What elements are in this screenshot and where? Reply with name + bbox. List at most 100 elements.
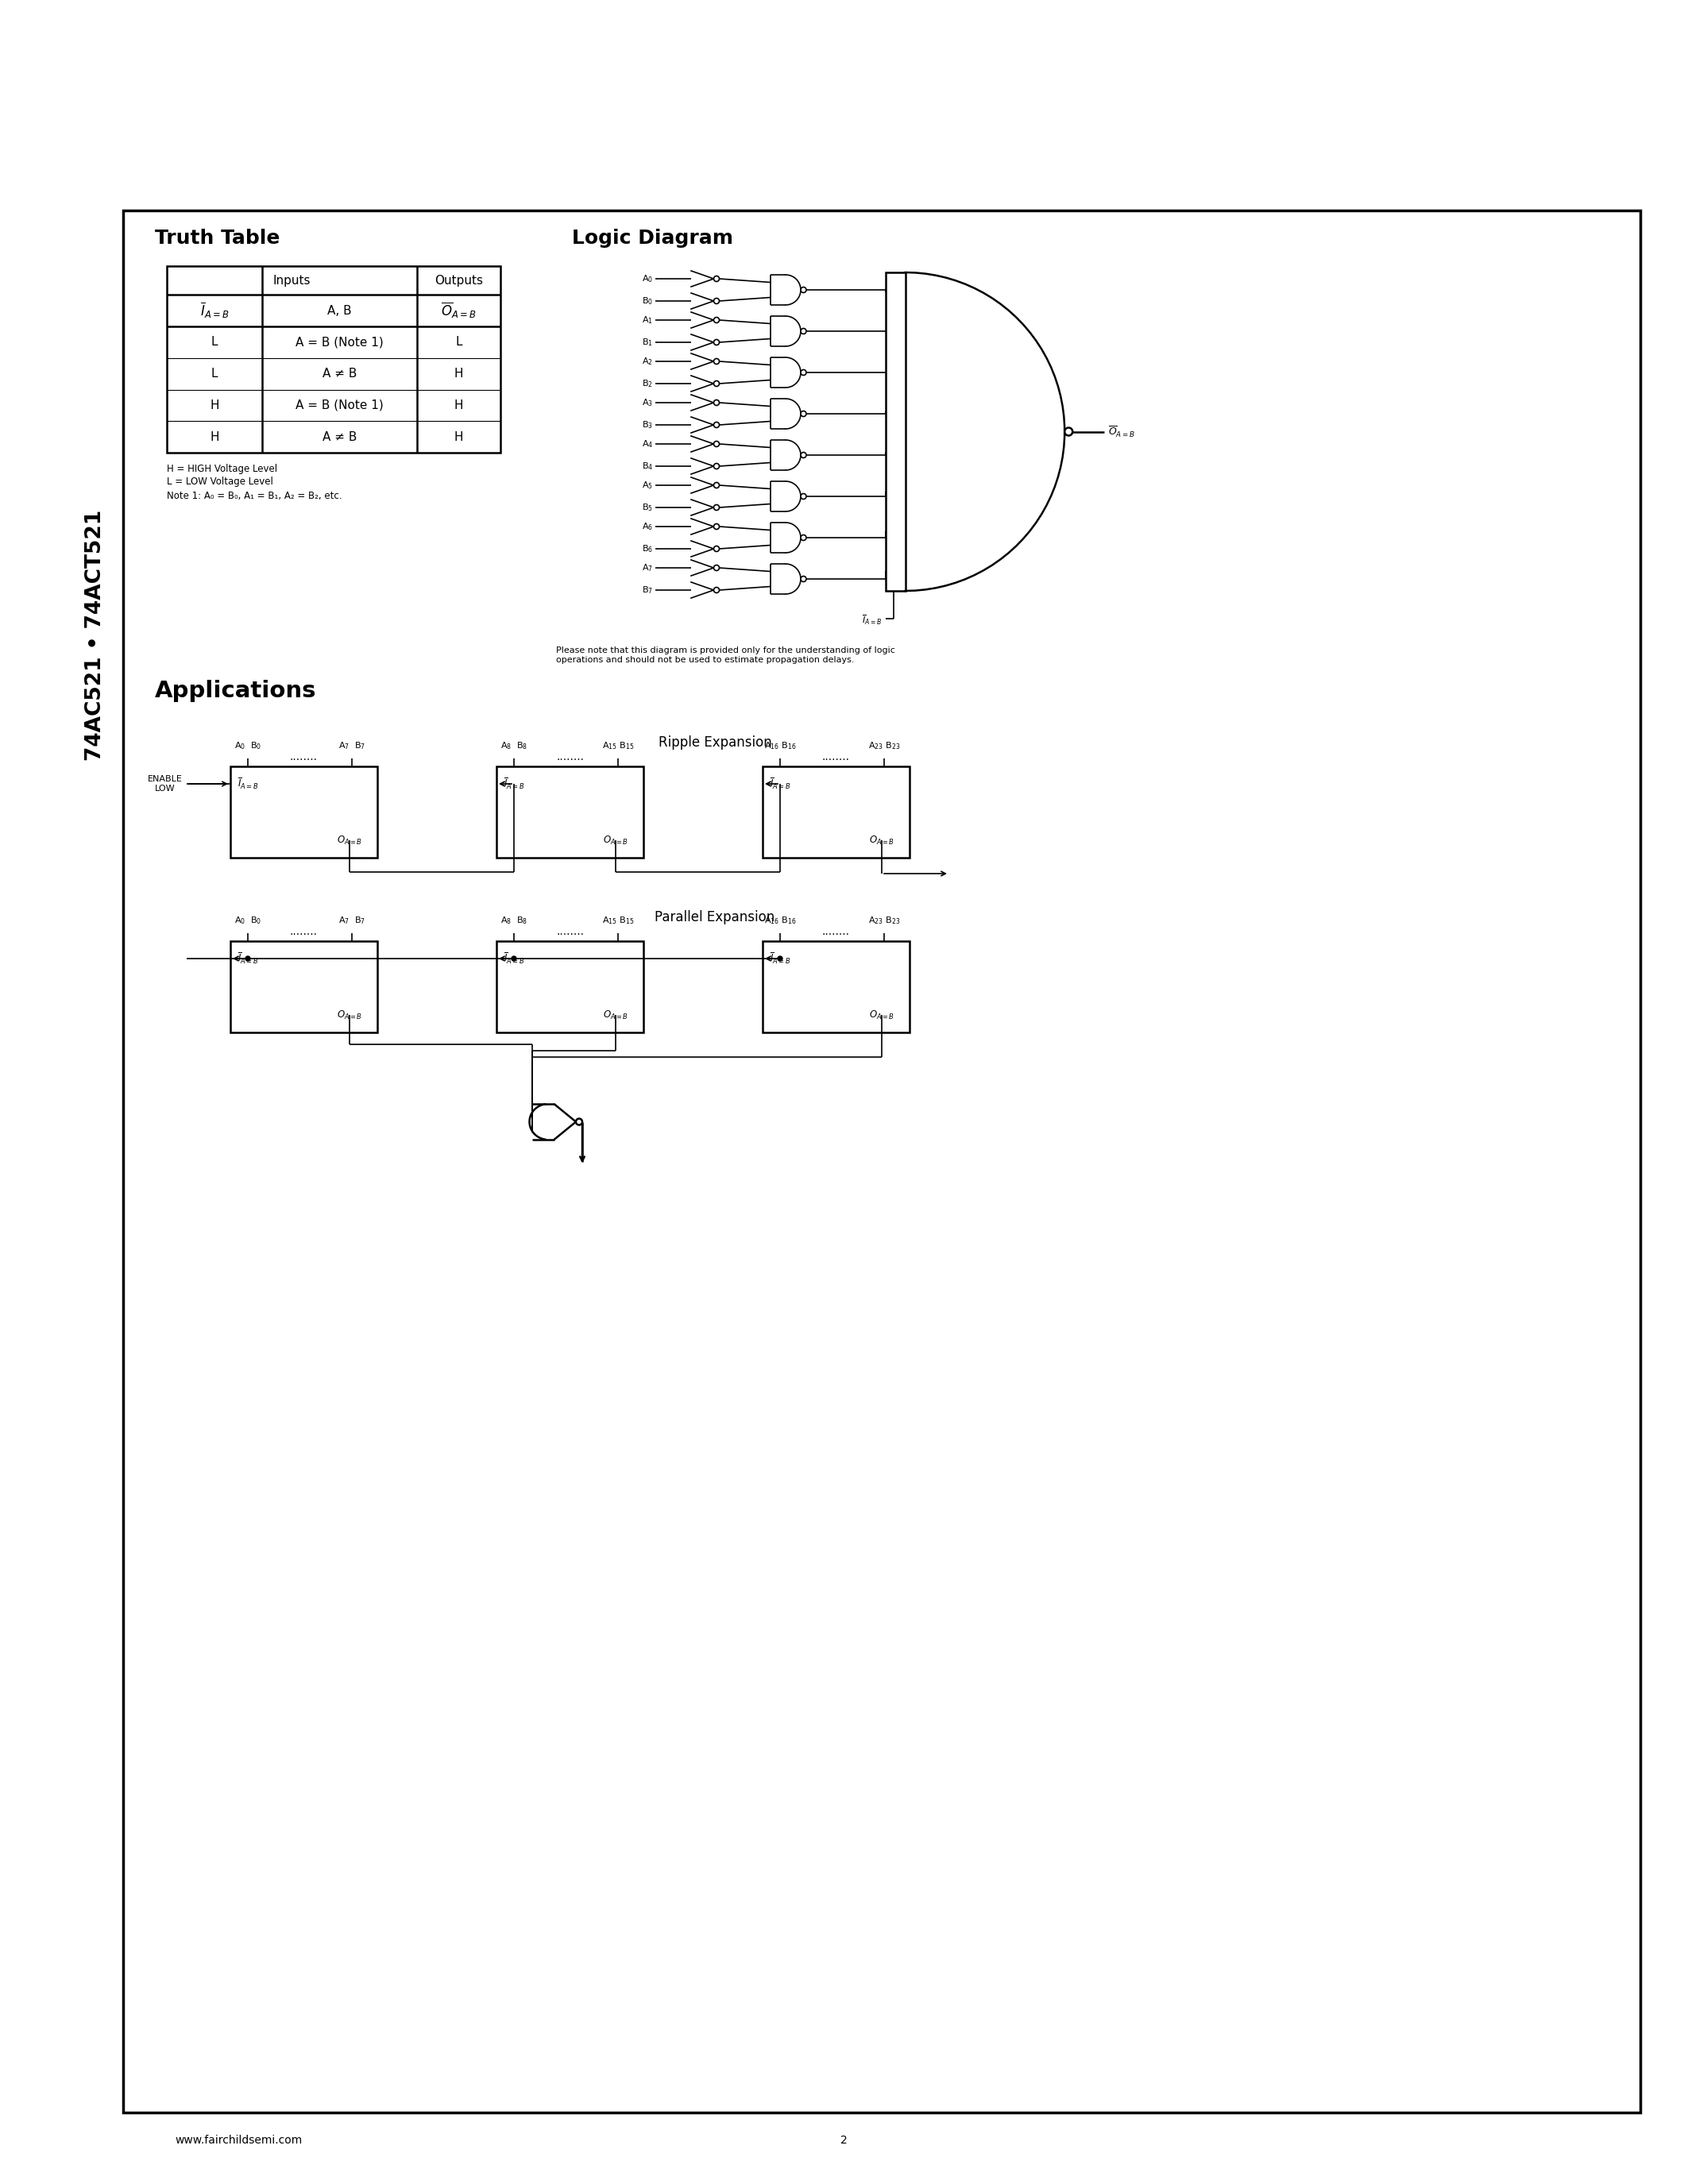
Text: A$_0$  B$_0$: A$_0$ B$_0$ [235, 915, 262, 926]
Text: B$_5$: B$_5$ [641, 502, 653, 513]
Text: A$_{16}$ B$_{16}$: A$_{16}$ B$_{16}$ [765, 740, 797, 751]
Text: ........: ........ [555, 926, 584, 937]
Circle shape [800, 452, 807, 459]
Text: ENABLE
LOW: ENABLE LOW [149, 775, 182, 793]
Text: A$_8$  B$_8$: A$_8$ B$_8$ [500, 915, 528, 926]
Text: A$_1$: A$_1$ [641, 314, 653, 325]
Text: www.fairchildsemi.com: www.fairchildsemi.com [176, 2134, 302, 2147]
Text: 74AC521 • 74ACT521: 74AC521 • 74ACT521 [84, 509, 106, 760]
Text: A$_5$: A$_5$ [641, 480, 653, 491]
Text: A$_{15}$ B$_{15}$: A$_{15}$ B$_{15}$ [603, 740, 635, 751]
Circle shape [800, 411, 807, 417]
Text: A$_0$  B$_0$: A$_0$ B$_0$ [235, 740, 262, 751]
Text: $\overline{I}_{A=B}$: $\overline{I}_{A=B}$ [770, 778, 790, 791]
Text: A$_{15}$ B$_{15}$: A$_{15}$ B$_{15}$ [603, 915, 635, 926]
Circle shape [245, 957, 250, 961]
Text: B$_1$: B$_1$ [641, 336, 653, 347]
Text: L: L [211, 336, 218, 347]
Text: $\overline{I}_{A=B}$: $\overline{I}_{A=B}$ [238, 952, 258, 965]
Circle shape [778, 957, 783, 961]
Circle shape [714, 566, 719, 570]
Text: A$_7$: A$_7$ [641, 561, 653, 574]
Text: Ripple Expansion: Ripple Expansion [658, 736, 771, 749]
Bar [763, 941, 910, 1033]
Text: L: L [456, 336, 463, 347]
Text: L = LOW Voltage Level: L = LOW Voltage Level [167, 476, 273, 487]
Text: 2: 2 [841, 2134, 847, 2147]
Text: B$_6$: B$_6$ [641, 544, 653, 555]
Text: Parallel Expansion: Parallel Expansion [655, 911, 775, 924]
Circle shape [511, 957, 517, 961]
Circle shape [714, 441, 719, 448]
Circle shape [714, 505, 719, 511]
Text: A$_4$: A$_4$ [641, 439, 653, 450]
Text: $O_{A=B}$: $O_{A=B}$ [603, 834, 628, 845]
Text: $O_{A=B}$: $O_{A=B}$ [603, 1009, 628, 1020]
Text: $\overline{I}_{A=B}$: $\overline{I}_{A=B}$ [199, 301, 230, 321]
Bar [123, 210, 1641, 2112]
Circle shape [714, 524, 719, 529]
Circle shape [714, 339, 719, 345]
Text: Logic Diagram: Logic Diagram [572, 229, 733, 247]
Text: A$_6$: A$_6$ [641, 522, 653, 533]
Circle shape [576, 1118, 582, 1125]
Text: A = B (Note 1): A = B (Note 1) [295, 400, 383, 411]
Text: Please note that this diagram is provided only for the understanding of logic
op: Please note that this diagram is provide… [555, 646, 895, 664]
Bar [763, 767, 910, 858]
Text: B$_0$: B$_0$ [641, 295, 653, 306]
Circle shape [714, 587, 719, 592]
Circle shape [1065, 428, 1072, 435]
Text: $O_{A=B}$: $O_{A=B}$ [869, 1009, 895, 1020]
Text: A ≠ B: A ≠ B [322, 367, 356, 380]
Text: $\overline{I}_{A=B}$: $\overline{I}_{A=B}$ [863, 614, 881, 627]
Circle shape [714, 275, 719, 282]
Text: $\overline{O}_{A=B}$: $\overline{O}_{A=B}$ [441, 301, 476, 321]
Text: Truth Table: Truth Table [155, 229, 280, 247]
Text: H: H [209, 430, 219, 443]
Bar [230, 767, 378, 858]
Bar [886, 273, 905, 592]
Text: A ≠ B: A ≠ B [322, 430, 356, 443]
Circle shape [800, 286, 807, 293]
Circle shape [800, 494, 807, 500]
Text: A$_7$  B$_7$: A$_7$ B$_7$ [338, 915, 365, 926]
Circle shape [714, 546, 719, 553]
Text: Note 1: A₀ = B₀, A₁ = B₁, A₂ = B₂, etc.: Note 1: A₀ = B₀, A₁ = B₁, A₂ = B₂, etc. [167, 491, 343, 500]
Text: A$_0$: A$_0$ [641, 273, 653, 284]
Text: Inputs: Inputs [273, 275, 311, 286]
Text: A$_{16}$ B$_{16}$: A$_{16}$ B$_{16}$ [765, 915, 797, 926]
Text: ........: ........ [555, 751, 584, 762]
Bar [230, 941, 378, 1033]
Text: A = B (Note 1): A = B (Note 1) [295, 336, 383, 347]
Circle shape [714, 380, 719, 387]
Text: ........: ........ [822, 751, 851, 762]
Text: ........: ........ [822, 926, 851, 937]
Text: A, B: A, B [327, 304, 351, 317]
Text: A$_8$  B$_8$: A$_8$ B$_8$ [500, 740, 528, 751]
Text: H: H [454, 430, 463, 443]
Text: A$_{23}$ B$_{23}$: A$_{23}$ B$_{23}$ [868, 740, 900, 751]
Circle shape [714, 422, 719, 428]
Bar [496, 767, 643, 858]
Circle shape [714, 400, 719, 406]
Text: $O_{A=B}$: $O_{A=B}$ [869, 834, 895, 845]
Text: H = HIGH Voltage Level: H = HIGH Voltage Level [167, 463, 277, 474]
Text: A$_7$  B$_7$: A$_7$ B$_7$ [338, 740, 365, 751]
Circle shape [714, 463, 719, 470]
Text: B$_7$: B$_7$ [641, 585, 653, 596]
Text: Outputs: Outputs [434, 275, 483, 286]
Text: ........: ........ [290, 926, 317, 937]
Text: $\overline{I}_{A=B}$: $\overline{I}_{A=B}$ [503, 778, 525, 791]
Text: $\overline{I}_{A=B}$: $\overline{I}_{A=B}$ [238, 778, 258, 791]
Text: $\overline{O}_{A=B}$: $\overline{O}_{A=B}$ [1109, 424, 1136, 439]
Text: $\overline{I}_{A=B}$: $\overline{I}_{A=B}$ [770, 952, 790, 965]
Text: B$_3$: B$_3$ [641, 419, 653, 430]
Circle shape [714, 483, 719, 487]
Bar [496, 941, 643, 1033]
Circle shape [800, 328, 807, 334]
Circle shape [714, 299, 719, 304]
Text: H: H [454, 367, 463, 380]
Bar [167, 266, 500, 452]
Text: $\overline{I}_{A=B}$: $\overline{I}_{A=B}$ [503, 952, 525, 965]
Text: B$_2$: B$_2$ [641, 378, 653, 389]
